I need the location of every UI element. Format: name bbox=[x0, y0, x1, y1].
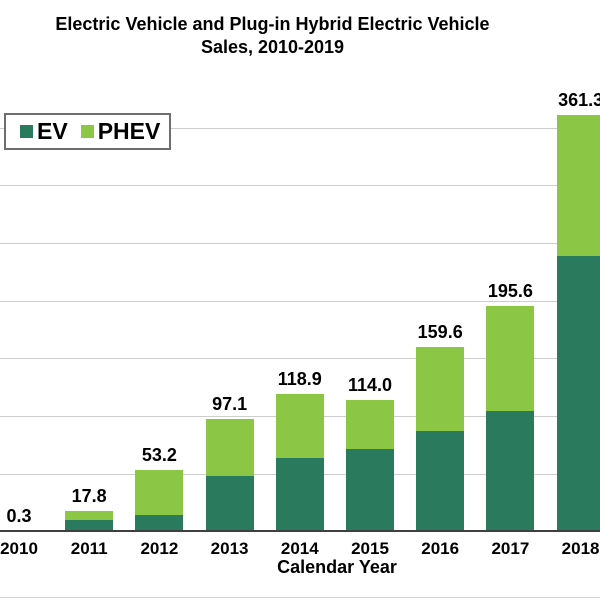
legend-label-ev: EV bbox=[37, 118, 68, 144]
x-tick-2014: 2014 bbox=[280, 539, 319, 558]
value-label-2013: 97.1 bbox=[212, 394, 248, 415]
x-axis-title: Calendar Year bbox=[277, 557, 397, 577]
value-label-2014: 118.9 bbox=[277, 369, 322, 390]
x-tick-2010: 2010 bbox=[0, 539, 38, 558]
phev-color-swatch bbox=[80, 125, 94, 138]
x-tick-2018: 2018 bbox=[561, 539, 600, 558]
ev-color-swatch bbox=[20, 125, 33, 138]
gridline-300 bbox=[0, 185, 600, 187]
chart-bottom-border bbox=[0, 596, 600, 598]
gridline-150 bbox=[0, 358, 600, 360]
x-tick-2012: 2012 bbox=[140, 539, 179, 558]
value-label-2017: 195.6 bbox=[487, 280, 533, 301]
x-tick-2013: 2013 bbox=[210, 539, 249, 558]
x-tick-2016: 2016 bbox=[421, 539, 460, 558]
value-label-2012: 53.2 bbox=[141, 445, 177, 466]
x-tick-2011: 2011 bbox=[70, 539, 108, 558]
gridline-250 bbox=[0, 243, 600, 245]
bar-segment-ev-2015[interactable] bbox=[346, 449, 394, 532]
value-label-2010: 0.3 bbox=[6, 506, 32, 527]
legend: EV PHEV bbox=[4, 113, 171, 150]
bar-segment-phev-2014[interactable] bbox=[275, 394, 324, 459]
gridline-200 bbox=[0, 300, 600, 302]
bar-segment-ev-2014[interactable] bbox=[275, 458, 324, 532]
bar-segment-ev-2017[interactable] bbox=[486, 410, 535, 532]
bar-segment-phev-2018[interactable] bbox=[556, 114, 600, 257]
bar-segment-phev-2017[interactable] bbox=[486, 305, 535, 411]
value-label-2018: 361.3 bbox=[558, 89, 600, 110]
chart-title-line-2: Sales, 2010-2019 bbox=[200, 37, 345, 57]
legend-item-phev[interactable]: PHEV bbox=[80, 118, 161, 144]
value-label-2016: 159.6 bbox=[417, 322, 463, 343]
legend-item-ev[interactable]: EV bbox=[20, 120, 68, 143]
bar-segment-phev-2013[interactable] bbox=[205, 419, 254, 477]
bar-segment-phev-2016[interactable] bbox=[416, 347, 465, 432]
x-axis-line bbox=[0, 529, 600, 532]
bar-segment-phev-2015[interactable] bbox=[346, 399, 394, 450]
value-label-2011: 17.8 bbox=[71, 485, 107, 506]
bar-segment-phev-2012[interactable] bbox=[135, 470, 184, 515]
bar-segment-ev-2012[interactable] bbox=[135, 514, 184, 532]
gridline-350 bbox=[0, 127, 600, 129]
bar-segment-ev-2011[interactable] bbox=[65, 519, 114, 532]
legend-label-phev: PHEV bbox=[97, 118, 161, 144]
bar-segment-phev-2011[interactable] bbox=[65, 510, 114, 520]
value-label-2015: 114.0 bbox=[347, 374, 393, 395]
x-tick-2015: 2015 bbox=[351, 539, 389, 558]
chart-title: Electric Vehicle and Plug-in Hybrid Elec… bbox=[0, 13, 545, 59]
x-tick-2017: 2017 bbox=[491, 539, 530, 558]
chart-title-line-1: Electric Vehicle and Plug-in Hybrid Elec… bbox=[55, 14, 490, 34]
bar-segment-ev-2018[interactable] bbox=[556, 256, 600, 532]
bar-segment-ev-2013[interactable] bbox=[205, 476, 254, 532]
bar-segment-ev-2016[interactable] bbox=[416, 431, 465, 532]
